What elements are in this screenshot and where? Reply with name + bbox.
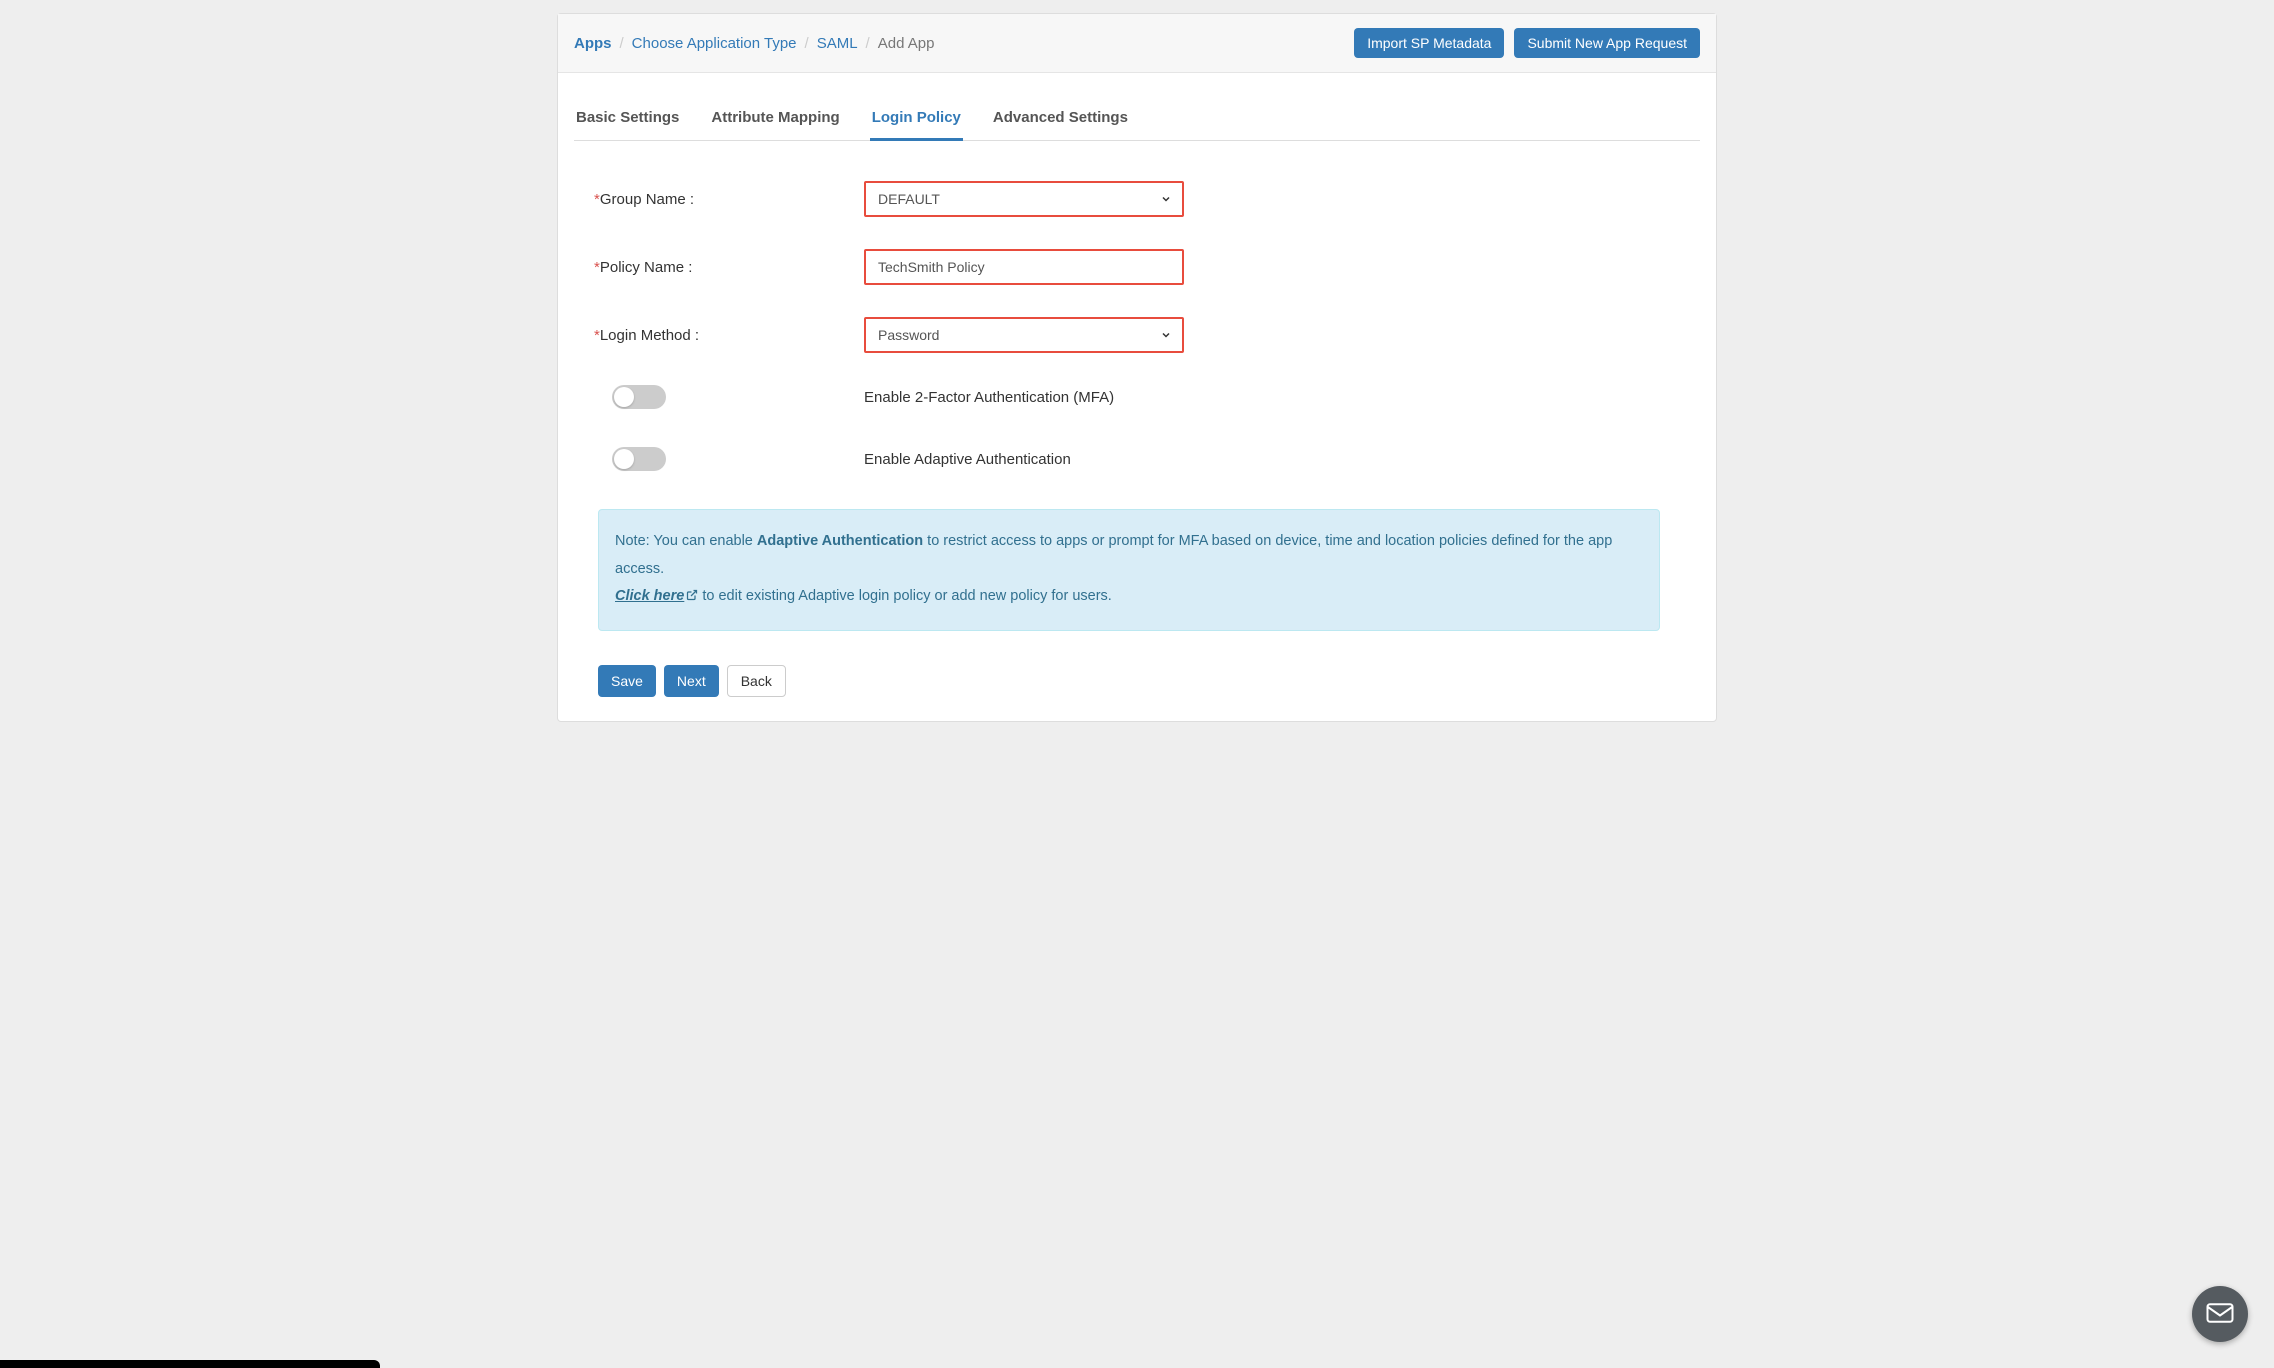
action-row: Save Next Back — [598, 665, 1700, 697]
mfa-toggle[interactable] — [612, 385, 666, 409]
tab-advanced-settings[interactable]: Advanced Settings — [991, 99, 1130, 141]
bottom-bar — [0, 1360, 380, 1368]
login-method-select[interactable]: Password — [866, 319, 1182, 351]
login-method-label: *Login Method : — [594, 327, 864, 344]
mfa-row: Enable 2-Factor Authentication (MFA) — [594, 385, 1700, 409]
tabs: Basic Settings Attribute Mapping Login P… — [574, 99, 1700, 141]
policy-name-label: *Policy Name : — [594, 259, 864, 276]
adaptive-row: Enable Adaptive Authentication — [594, 447, 1700, 471]
tab-login-policy[interactable]: Login Policy — [870, 99, 963, 141]
note-box: Note: You can enable Adaptive Authentica… — [598, 509, 1660, 631]
external-link-icon — [686, 584, 698, 612]
adaptive-toggle[interactable] — [612, 447, 666, 471]
group-name-select-wrap: DEFAULT — [864, 181, 1184, 217]
next-button[interactable]: Next — [664, 665, 719, 697]
group-name-select[interactable]: DEFAULT — [866, 183, 1182, 215]
breadcrumb-saml[interactable]: SAML — [817, 35, 858, 52]
group-name-label-text: Group Name : — [600, 191, 694, 208]
group-name-label: *Group Name : — [594, 191, 864, 208]
login-method-row: *Login Method : Password — [594, 317, 1700, 353]
header-buttons: Import SP Metadata Submit New App Reques… — [1354, 28, 1700, 58]
note-line-2: Click here to edit existing Adaptive log… — [615, 583, 1643, 612]
save-button[interactable]: Save — [598, 665, 656, 697]
form-area: *Group Name : DEFAULT *Policy Name : — [574, 141, 1700, 697]
note-strong: Adaptive Authentication — [757, 533, 923, 549]
breadcrumb: Apps / Choose Application Type / SAML / … — [574, 35, 934, 52]
click-here-link[interactable]: Click here — [615, 588, 698, 604]
policy-name-row: *Policy Name : — [594, 249, 1700, 285]
policy-name-input[interactable] — [866, 251, 1182, 283]
login-method-label-text: Login Method : — [600, 327, 699, 344]
breadcrumb-sep: / — [620, 35, 624, 52]
breadcrumb-current: Add App — [878, 35, 935, 52]
note-click-suffix: to edit existing Adaptive login policy o… — [698, 588, 1111, 604]
note-prefix: Note: You can enable — [615, 533, 757, 549]
mfa-label: Enable 2-Factor Authentication (MFA) — [864, 389, 1114, 406]
toggle-knob — [614, 387, 634, 407]
tab-attribute-mapping[interactable]: Attribute Mapping — [709, 99, 841, 141]
breadcrumb-apps[interactable]: Apps — [574, 35, 612, 52]
login-method-select-wrap: Password — [864, 317, 1184, 353]
header: Apps / Choose Application Type / SAML / … — [558, 14, 1716, 73]
breadcrumb-sep: / — [866, 35, 870, 52]
toggle-knob — [614, 449, 634, 469]
group-name-row: *Group Name : DEFAULT — [594, 181, 1700, 217]
main-panel: Apps / Choose Application Type / SAML / … — [557, 13, 1717, 722]
contact-fab[interactable] — [2192, 1286, 2248, 1342]
note-line-1: Note: You can enable Adaptive Authentica… — [615, 528, 1643, 583]
adaptive-label: Enable Adaptive Authentication — [864, 451, 1071, 468]
back-button[interactable]: Back — [727, 665, 786, 697]
tab-basic-settings[interactable]: Basic Settings — [574, 99, 681, 141]
breadcrumb-sep: / — [805, 35, 809, 52]
mail-icon — [2205, 1298, 2235, 1331]
policy-name-input-wrap — [864, 249, 1184, 285]
breadcrumb-choose-type[interactable]: Choose Application Type — [632, 35, 797, 52]
policy-name-label-text: Policy Name : — [600, 259, 693, 276]
content: Basic Settings Attribute Mapping Login P… — [558, 99, 1716, 721]
submit-new-app-request-button[interactable]: Submit New App Request — [1514, 28, 1700, 58]
import-sp-metadata-button[interactable]: Import SP Metadata — [1354, 28, 1504, 58]
